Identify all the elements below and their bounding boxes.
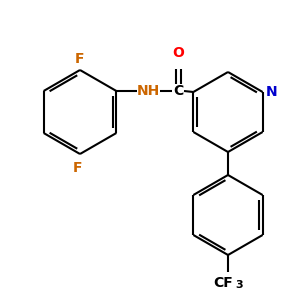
Text: F: F: [73, 161, 83, 175]
Text: F: F: [75, 52, 85, 66]
Text: O: O: [172, 46, 184, 60]
Text: C: C: [173, 84, 183, 98]
Text: NH: NH: [136, 84, 160, 98]
Text: 3: 3: [235, 280, 243, 290]
Text: CF: CF: [213, 276, 233, 290]
Text: N: N: [266, 85, 277, 99]
